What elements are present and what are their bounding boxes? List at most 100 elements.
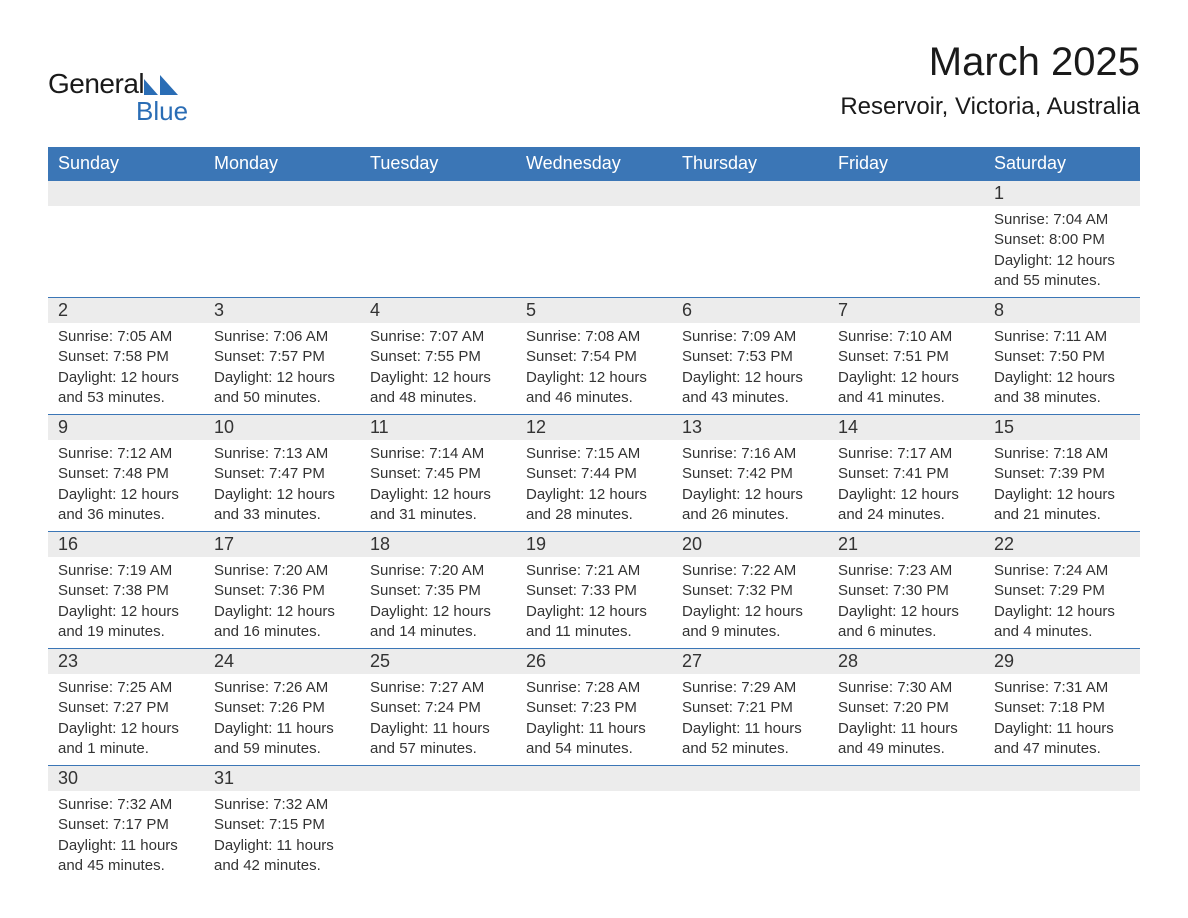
daylight1-text: Daylight: 12 hours [58,368,194,388]
day-number: 1 [994,183,1004,203]
day-detail-cell [984,791,1140,882]
daylight2-text: and 19 minutes. [58,622,194,642]
sunset-text: Sunset: 7:41 PM [838,464,974,484]
daylight2-text: and 28 minutes. [526,505,662,525]
sunset-text: Sunset: 7:35 PM [370,581,506,601]
day-detail-cell [516,206,672,298]
sunset-text: Sunset: 7:51 PM [838,347,974,367]
sunrise-text: Sunrise: 7:06 AM [214,327,350,347]
day-number: 8 [994,300,1004,320]
day-detail-cell: Sunrise: 7:11 AMSunset: 7:50 PMDaylight:… [984,323,1140,415]
day-number-cell: 4 [360,298,516,324]
daylight2-text: and 36 minutes. [58,505,194,525]
day-number: 21 [838,534,858,554]
weekday-header-row: Sunday Monday Tuesday Wednesday Thursday… [48,147,1140,181]
sunrise-text: Sunrise: 7:15 AM [526,444,662,464]
daylight1-text: Daylight: 12 hours [526,602,662,622]
sunset-text: Sunset: 7:27 PM [58,698,194,718]
daylight2-text: and 38 minutes. [994,388,1130,408]
day-number-cell: 6 [672,298,828,324]
day-number-cell [828,766,984,792]
day-number-cell: 15 [984,415,1140,441]
day-number-cell: 17 [204,532,360,558]
daylight2-text: and 57 minutes. [370,739,506,759]
daylight2-text: and 31 minutes. [370,505,506,525]
day-number: 4 [370,300,380,320]
detail-row: Sunrise: 7:32 AMSunset: 7:17 PMDaylight:… [48,791,1140,882]
day-number-cell: 30 [48,766,204,792]
day-number-cell: 3 [204,298,360,324]
col-saturday: Saturday [984,147,1140,181]
sunset-text: Sunset: 7:30 PM [838,581,974,601]
day-number: 19 [526,534,546,554]
day-detail-cell: Sunrise: 7:15 AMSunset: 7:44 PMDaylight:… [516,440,672,532]
sunset-text: Sunset: 7:44 PM [526,464,662,484]
day-detail-cell [204,206,360,298]
sunrise-text: Sunrise: 7:29 AM [682,678,818,698]
sunset-text: Sunset: 7:15 PM [214,815,350,835]
sunset-text: Sunset: 7:18 PM [994,698,1130,718]
detail-row: Sunrise: 7:25 AMSunset: 7:27 PMDaylight:… [48,674,1140,766]
brand-mark-icon [144,73,178,95]
sunset-text: Sunset: 7:45 PM [370,464,506,484]
brand-logo: General Blue [48,68,188,127]
location-subtitle: Reservoir, Victoria, Australia [840,93,1140,121]
day-detail-cell [672,206,828,298]
day-number-cell: 11 [360,415,516,441]
daylight2-text: and 48 minutes. [370,388,506,408]
sunset-text: Sunset: 7:42 PM [682,464,818,484]
sunset-text: Sunset: 8:00 PM [994,230,1130,250]
sunrise-text: Sunrise: 7:24 AM [994,561,1130,581]
day-number-cell [828,181,984,207]
daylight1-text: Daylight: 12 hours [58,485,194,505]
day-detail-cell: Sunrise: 7:30 AMSunset: 7:20 PMDaylight:… [828,674,984,766]
daylight2-text: and 16 minutes. [214,622,350,642]
day-detail-cell: Sunrise: 7:22 AMSunset: 7:32 PMDaylight:… [672,557,828,649]
brand-word-general: General [48,68,144,100]
sunset-text: Sunset: 7:20 PM [838,698,974,718]
day-number: 17 [214,534,234,554]
day-number: 26 [526,651,546,671]
daylight1-text: Daylight: 12 hours [214,602,350,622]
daylight1-text: Daylight: 11 hours [994,719,1130,739]
day-number-cell: 7 [828,298,984,324]
sunset-text: Sunset: 7:39 PM [994,464,1130,484]
daylight1-text: Daylight: 12 hours [526,485,662,505]
day-detail-cell [48,206,204,298]
daylight2-text: and 55 minutes. [994,271,1130,291]
day-detail-cell [672,791,828,882]
day-detail-cell: Sunrise: 7:26 AMSunset: 7:26 PMDaylight:… [204,674,360,766]
day-detail-cell: Sunrise: 7:32 AMSunset: 7:17 PMDaylight:… [48,791,204,882]
sunrise-text: Sunrise: 7:11 AM [994,327,1130,347]
day-number-cell: 10 [204,415,360,441]
day-number: 16 [58,534,78,554]
daylight2-text: and 52 minutes. [682,739,818,759]
daylight1-text: Daylight: 11 hours [370,719,506,739]
daylight2-text: and 11 minutes. [526,622,662,642]
daylight1-text: Daylight: 12 hours [370,368,506,388]
day-number-cell: 12 [516,415,672,441]
day-number-cell: 25 [360,649,516,675]
daylight1-text: Daylight: 12 hours [682,602,818,622]
daylight2-text: and 45 minutes. [58,856,194,876]
sunset-text: Sunset: 7:48 PM [58,464,194,484]
day-number: 20 [682,534,702,554]
day-number: 11 [370,417,389,437]
day-number-cell [360,766,516,792]
day-detail-cell: Sunrise: 7:09 AMSunset: 7:53 PMDaylight:… [672,323,828,415]
sunset-text: Sunset: 7:38 PM [58,581,194,601]
title-block: March 2025 Reservoir, Victoria, Australi… [840,40,1140,121]
sunrise-text: Sunrise: 7:32 AM [214,795,350,815]
daylight1-text: Daylight: 12 hours [370,602,506,622]
daylight1-text: Daylight: 12 hours [838,368,974,388]
day-number: 30 [58,768,78,788]
day-detail-cell: Sunrise: 7:05 AMSunset: 7:58 PMDaylight:… [48,323,204,415]
day-number: 15 [994,417,1014,437]
col-wednesday: Wednesday [516,147,672,181]
daylight2-text: and 49 minutes. [838,739,974,759]
daynum-row: 2345678 [48,298,1140,324]
day-number-cell [984,766,1140,792]
daylight2-text: and 41 minutes. [838,388,974,408]
day-detail-cell: Sunrise: 7:31 AMSunset: 7:18 PMDaylight:… [984,674,1140,766]
daylight1-text: Daylight: 12 hours [838,485,974,505]
